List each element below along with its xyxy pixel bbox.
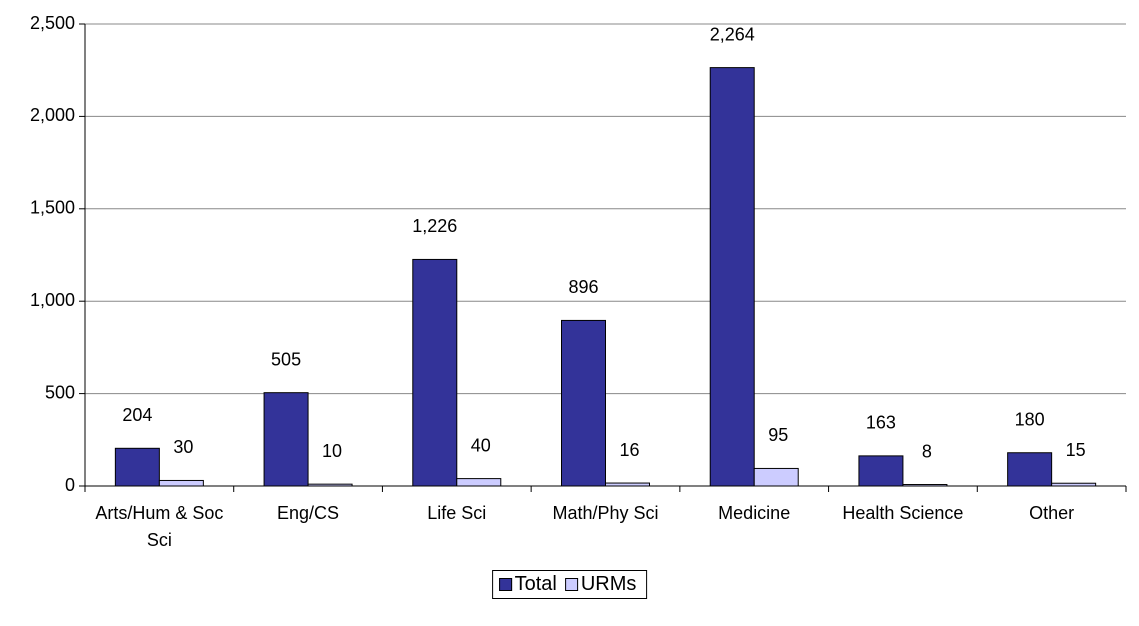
x-tick-label: Math/Phy Sci <box>552 503 659 523</box>
value-label: 2,264 <box>710 24 755 44</box>
value-label: 30 <box>173 437 193 457</box>
y-tick-label: 500 <box>45 382 75 402</box>
value-label: 8 <box>922 441 932 461</box>
bar <box>263 392 309 487</box>
value-label: 896 <box>568 277 598 297</box>
legend-swatch <box>564 578 578 591</box>
bar <box>709 67 755 487</box>
x-tick-label: Arts/Hum & Soc Sci <box>95 503 224 550</box>
value-label: 16 <box>619 440 639 460</box>
x-tick-label: Medicine <box>718 503 791 523</box>
legend-entry: Total <box>498 573 557 596</box>
x-tick-label: Other <box>1029 503 1075 523</box>
legend-label: Total <box>514 573 557 595</box>
x-tick-label: Life Sci <box>427 503 487 523</box>
x-tick-label: Eng/CS <box>277 503 340 523</box>
bar <box>456 478 502 487</box>
bar <box>114 447 160 487</box>
value-label: 15 <box>1066 440 1086 460</box>
bar <box>605 482 650 487</box>
bar <box>307 483 353 487</box>
value-label: 10 <box>322 441 342 461</box>
x-tick-label: Health Science <box>842 503 964 523</box>
value-label: 505 <box>271 349 301 369</box>
bar <box>1007 452 1053 487</box>
y-tick-label: 2,500 <box>30 13 75 33</box>
y-tick-label: 2,000 <box>30 105 75 125</box>
value-label: 163 <box>866 413 896 433</box>
y-tick-label: 1,000 <box>30 290 75 310</box>
y-tick-label: 1,500 <box>30 198 75 218</box>
value-label: 180 <box>1015 409 1045 429</box>
legend-label: URMs <box>580 573 637 595</box>
bar <box>561 319 606 487</box>
value-label: 40 <box>471 435 491 455</box>
bar <box>753 467 799 487</box>
bar <box>412 258 458 487</box>
bar <box>158 479 204 487</box>
bar <box>1051 482 1097 487</box>
legend-swatch <box>498 578 512 591</box>
y-tick-label: 0 <box>65 475 75 495</box>
bar <box>902 484 948 487</box>
bar <box>858 455 904 487</box>
legend-entry: URMs <box>564 573 637 596</box>
legend: Total URMs <box>491 570 648 599</box>
value-label: 1,226 <box>412 216 457 236</box>
value-label: 95 <box>768 425 788 445</box>
value-label: 204 <box>122 405 152 425</box>
